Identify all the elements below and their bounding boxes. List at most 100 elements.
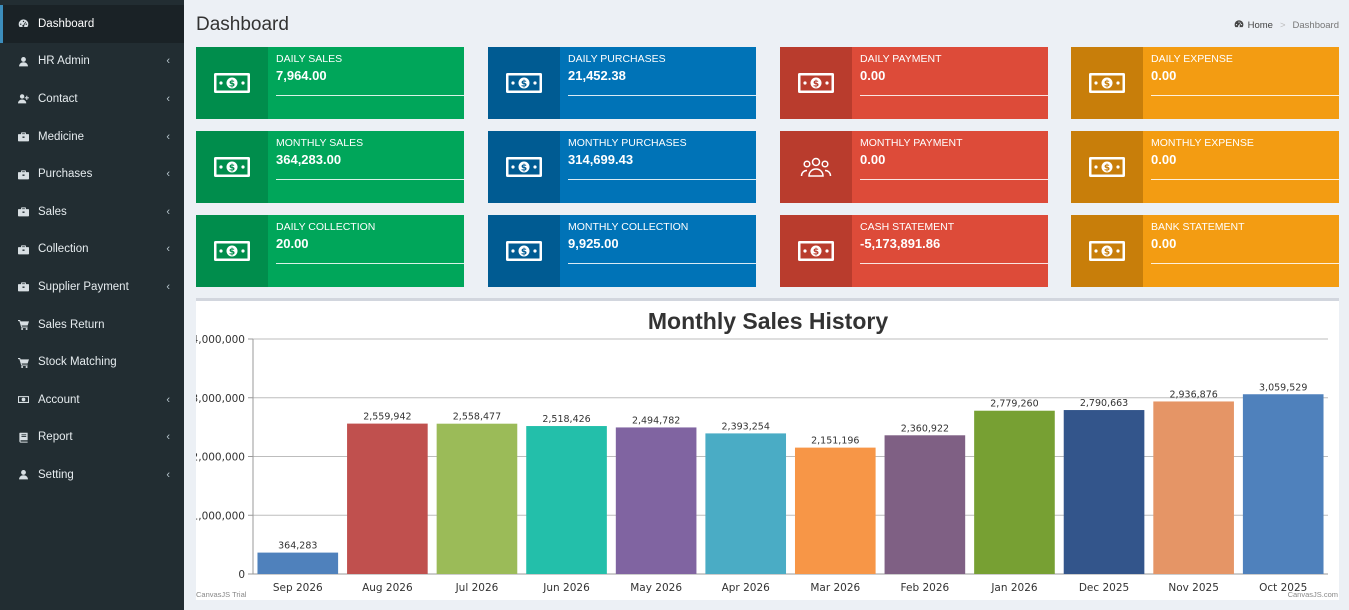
x-tick-label: Apr 2026 xyxy=(722,582,771,594)
breadcrumb: Home > Dashboard xyxy=(1234,19,1339,32)
bar-jan-2026 xyxy=(974,410,1055,574)
info-box-content: MONTHLY EXPENSE 0.00 xyxy=(1143,131,1339,203)
x-tick-label: Feb 2026 xyxy=(901,582,950,594)
chart-title: Monthly Sales History xyxy=(648,308,888,334)
info-box-progress-bar xyxy=(276,95,464,96)
svg-text:$: $ xyxy=(521,248,527,258)
briefcase-icon xyxy=(14,244,32,255)
sidebar-item-supplier-payment[interactable]: Supplier Payment ‹ xyxy=(0,268,184,306)
money-bill-icon: $ xyxy=(780,47,852,119)
sidebar-item-report[interactable]: Report ‹ xyxy=(0,419,184,457)
breadcrumb-separator: > xyxy=(1279,20,1286,31)
info-box-daily-purchases: $ DAILY PURCHASES 21,452.38 xyxy=(488,47,756,119)
sidebar-item-label: Contact xyxy=(38,92,78,105)
info-box-progress-bar xyxy=(276,179,464,180)
sidebar-item-hr-admin[interactable]: HR Admin ‹ xyxy=(0,43,184,81)
sidebar-item-stock-matching[interactable]: Stock Matching xyxy=(0,343,184,381)
info-box-value: 7,964.00 xyxy=(276,68,327,83)
sidebar-item-sales-return[interactable]: Sales Return xyxy=(0,306,184,344)
briefcase-icon xyxy=(14,169,32,180)
dashboard-icon xyxy=(14,18,32,29)
info-box-daily-collection: $ DAILY COLLECTION 20.00 xyxy=(196,215,464,287)
bar-value-label: 2,558,477 xyxy=(453,412,501,423)
svg-text:$: $ xyxy=(521,80,527,90)
bar-jun-2026 xyxy=(526,426,607,574)
money-bill-icon: $ xyxy=(1071,215,1143,287)
svg-text:$: $ xyxy=(1104,248,1110,258)
info-box-monthly-purchases: $ MONTHLY PURCHASES 314,699.43 xyxy=(488,131,756,203)
money-bill-icon: $ xyxy=(1071,47,1143,119)
sidebar-menu: Dashboard HR Admin ‹ Contact ‹ Medicine ‹ Purch… xyxy=(0,0,184,494)
sidebar-item-label: Stock Matching xyxy=(38,356,117,369)
sidebar-item-label: HR Admin xyxy=(38,55,90,68)
info-box-content: DAILY SALES 7,964.00 xyxy=(268,47,464,119)
money-icon xyxy=(14,394,32,405)
svg-text:$: $ xyxy=(229,248,235,258)
monthly-sales-chart: Monthly Sales History 0 1,000,000 2,000,000… xyxy=(196,308,1338,599)
money-bill-icon: $ xyxy=(488,131,560,203)
info-box-label: MONTHLY PAYMENT xyxy=(860,137,963,149)
chevron-left-icon: ‹ xyxy=(166,431,170,444)
info-box-progress-bar xyxy=(1151,179,1339,180)
info-box-progress-bar xyxy=(568,95,756,96)
bar-sep-2026 xyxy=(257,552,339,574)
sidebar-item-medicine[interactable]: Medicine ‹ xyxy=(0,118,184,156)
sidebar-item-purchases[interactable]: Purchases ‹ xyxy=(0,155,184,193)
sidebar-item-label: Medicine xyxy=(38,130,85,143)
svg-text:$: $ xyxy=(229,80,235,90)
sidebar-item-label: Sales xyxy=(38,205,67,218)
briefcase-icon xyxy=(14,131,32,142)
sidebar-item-collection[interactable]: Collection ‹ xyxy=(0,231,184,269)
sidebar-item-setting[interactable]: Setting ‹ xyxy=(0,456,184,494)
x-tick-label: Dec 2025 xyxy=(1079,582,1129,594)
money-bill-icon: $ xyxy=(488,47,560,119)
svg-text:$: $ xyxy=(813,80,819,90)
bar-value-label: 2,936,876 xyxy=(1169,389,1217,400)
sidebar-item-contact[interactable]: Contact ‹ xyxy=(0,80,184,118)
sidebar-item-label: Collection xyxy=(38,243,89,256)
money-bill-icon: $ xyxy=(196,131,268,203)
info-box-value: 0.00 xyxy=(860,68,886,83)
info-box-bank-statement: $ BANK STATEMENT 0.00 xyxy=(1071,215,1339,287)
svg-text:$: $ xyxy=(1104,80,1110,90)
dashboard-icon xyxy=(1234,19,1244,32)
info-box-progress-bar xyxy=(860,263,1048,264)
chevron-left-icon: ‹ xyxy=(166,55,170,68)
bar-value-label: 2,779,260 xyxy=(990,399,1038,410)
breadcrumb-home-link[interactable]: Home xyxy=(1247,20,1273,31)
page-title: Dashboard xyxy=(196,14,289,35)
bar-jul-2026 xyxy=(436,423,518,574)
info-box-value: 20.00 xyxy=(276,236,309,251)
y-tick-label: 4,000,000 xyxy=(196,334,245,346)
info-box-value: 0.00 xyxy=(1151,236,1177,251)
info-box-label: MONTHLY SALES xyxy=(276,137,364,149)
x-tick-label: Nov 2025 xyxy=(1168,582,1219,594)
sidebar-item-dashboard[interactable]: Dashboard xyxy=(0,5,184,43)
money-bill-icon: $ xyxy=(1071,131,1143,203)
y-tick-label: 3,000,000 xyxy=(196,393,245,405)
chart-credit-right: CanvasJS.com xyxy=(1288,590,1338,599)
bar-value-label: 2,494,782 xyxy=(632,415,680,426)
money-bill-icon: $ xyxy=(488,215,560,287)
x-tick-label: Sep 2026 xyxy=(273,582,323,594)
sidebar-item-label: Purchases xyxy=(38,168,93,181)
user-plus-icon xyxy=(14,93,32,104)
money-bill-icon: $ xyxy=(196,215,268,287)
sidebar: Dashboard HR Admin ‹ Contact ‹ Medicine ‹ Purch… xyxy=(0,0,184,610)
sidebar-item-account[interactable]: Account ‹ xyxy=(0,381,184,419)
bar-value-label: 2,393,254 xyxy=(722,421,770,432)
x-tick-label: May 2026 xyxy=(630,582,682,594)
chevron-left-icon: ‹ xyxy=(166,205,170,218)
user-icon xyxy=(14,469,32,480)
sidebar-item-label: Report xyxy=(38,431,73,444)
sidebar-item-label: Dashboard xyxy=(38,17,95,30)
cart-icon xyxy=(14,319,32,331)
info-box-monthly-expense: $ MONTHLY EXPENSE 0.00 xyxy=(1071,131,1339,203)
sidebar-item-sales[interactable]: Sales ‹ xyxy=(0,193,184,231)
info-box-label: DAILY EXPENSE xyxy=(1151,53,1233,65)
info-box-content: DAILY EXPENSE 0.00 xyxy=(1143,47,1339,119)
briefcase-icon xyxy=(14,206,32,217)
info-box-monthly-collection: $ MONTHLY COLLECTION 9,925.00 xyxy=(488,215,756,287)
info-box-label: MONTHLY PURCHASES xyxy=(568,137,687,149)
x-tick-label: Aug 2026 xyxy=(362,582,413,594)
